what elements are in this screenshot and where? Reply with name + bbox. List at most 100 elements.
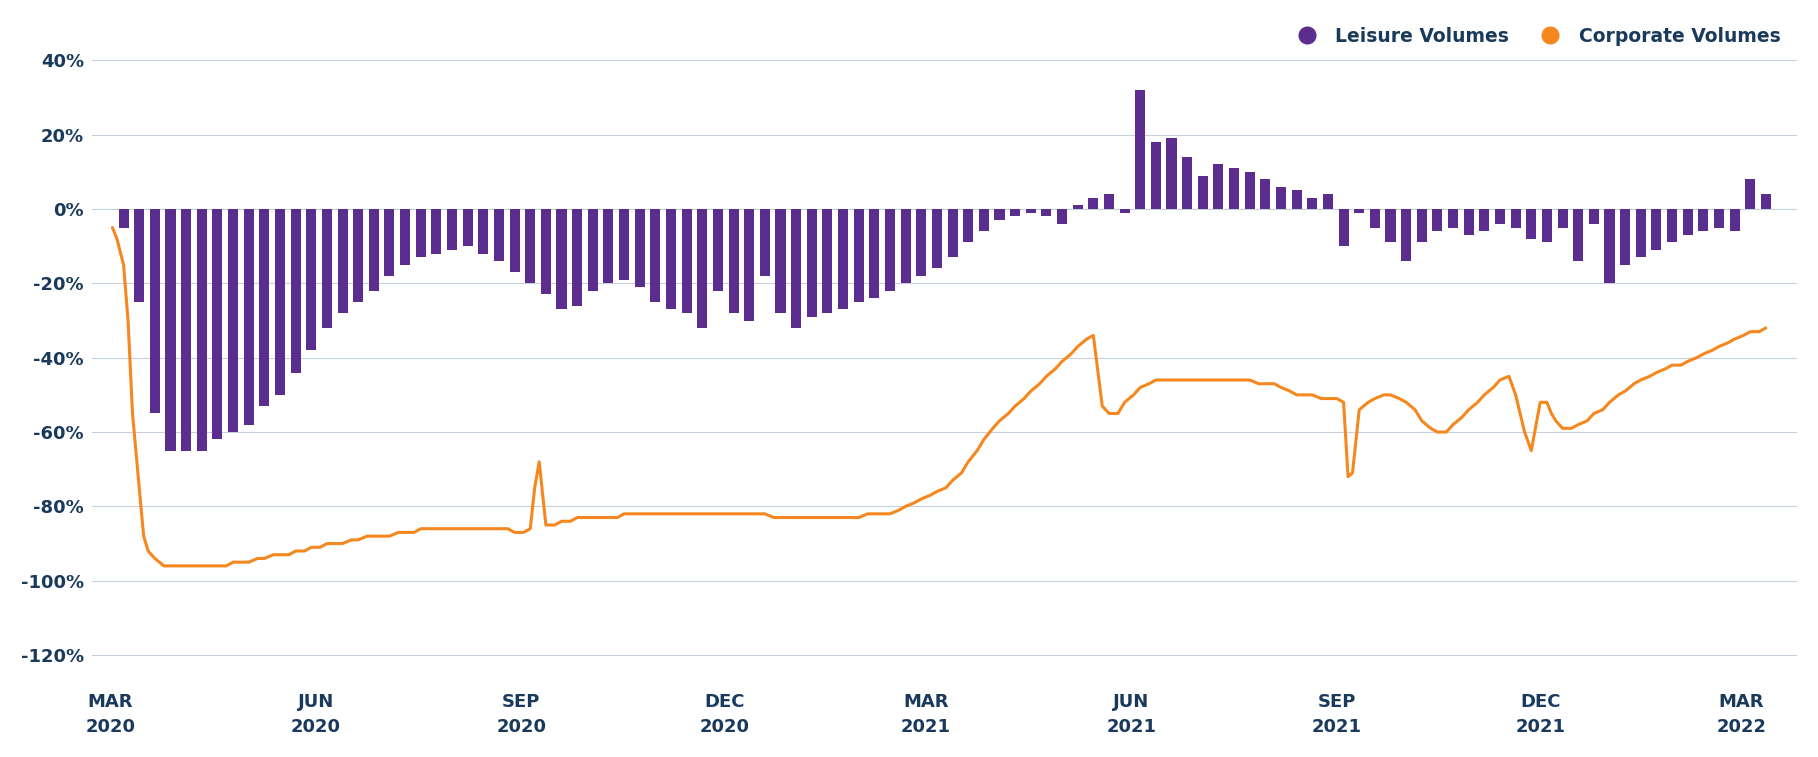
Bar: [509, 209, 520, 273]
Bar: [1667, 209, 1676, 242]
Bar: [1620, 209, 1631, 265]
Bar: [978, 209, 989, 232]
Bar: [1385, 209, 1396, 242]
Bar: [964, 209, 973, 242]
Bar: [1762, 194, 1771, 209]
Bar: [416, 209, 425, 257]
Bar: [1589, 209, 1598, 224]
Bar: [1433, 209, 1442, 232]
Bar: [1511, 209, 1520, 228]
Bar: [494, 209, 504, 261]
Bar: [1494, 209, 1505, 224]
Bar: [1714, 209, 1723, 228]
Bar: [822, 209, 833, 313]
Bar: [182, 209, 191, 450]
Bar: [1120, 209, 1129, 213]
Bar: [556, 209, 567, 310]
Bar: [1683, 209, 1693, 235]
Bar: [838, 209, 847, 310]
Bar: [1134, 90, 1145, 209]
Bar: [1369, 209, 1380, 228]
Bar: [540, 209, 551, 294]
Bar: [1416, 209, 1427, 242]
Bar: [1480, 209, 1489, 232]
Bar: [118, 209, 129, 228]
Bar: [1104, 194, 1114, 209]
Bar: [322, 209, 333, 328]
Bar: [713, 209, 724, 291]
Bar: [682, 209, 691, 313]
Bar: [604, 209, 613, 283]
Bar: [1698, 209, 1709, 232]
Bar: [291, 209, 300, 372]
Bar: [791, 209, 802, 328]
Bar: [1089, 198, 1098, 209]
Bar: [1073, 205, 1084, 209]
Bar: [213, 209, 222, 440]
Bar: [384, 209, 395, 276]
Bar: [525, 209, 534, 283]
Bar: [1245, 172, 1254, 209]
Bar: [900, 209, 911, 283]
Bar: [744, 209, 754, 320]
Bar: [1542, 209, 1553, 242]
Bar: [869, 209, 880, 298]
Bar: [1573, 209, 1583, 261]
Bar: [587, 209, 598, 291]
Bar: [1198, 176, 1207, 209]
Bar: [1402, 209, 1411, 261]
Bar: [1447, 209, 1458, 228]
Bar: [165, 209, 176, 450]
Bar: [462, 209, 473, 246]
Bar: [1354, 209, 1364, 213]
Bar: [305, 209, 316, 350]
Bar: [227, 209, 238, 432]
Bar: [573, 209, 582, 306]
Bar: [353, 209, 364, 302]
Bar: [1605, 209, 1614, 283]
Bar: [885, 209, 894, 291]
Bar: [1229, 168, 1240, 209]
Bar: [244, 209, 255, 425]
Bar: [447, 209, 456, 250]
Bar: [1558, 209, 1567, 228]
Bar: [1729, 209, 1740, 232]
Bar: [807, 209, 816, 316]
Bar: [698, 209, 707, 328]
Bar: [135, 209, 144, 302]
Bar: [400, 209, 411, 265]
Bar: [1291, 191, 1302, 209]
Bar: [275, 209, 285, 395]
Bar: [369, 209, 378, 291]
Bar: [1636, 209, 1645, 257]
Bar: [760, 209, 769, 276]
Bar: [1307, 198, 1318, 209]
Legend: Leisure Volumes, Corporate Volumes: Leisure Volumes, Corporate Volumes: [1282, 19, 1787, 53]
Bar: [1042, 209, 1051, 217]
Bar: [1182, 157, 1193, 209]
Bar: [776, 209, 785, 313]
Bar: [916, 209, 927, 276]
Bar: [1025, 209, 1036, 213]
Bar: [651, 209, 660, 302]
Bar: [1324, 194, 1333, 209]
Bar: [947, 209, 958, 257]
Bar: [431, 209, 442, 254]
Bar: [196, 209, 207, 450]
Bar: [634, 209, 645, 287]
Bar: [1260, 179, 1271, 209]
Bar: [1011, 209, 1020, 217]
Bar: [1151, 142, 1162, 209]
Bar: [1056, 209, 1067, 224]
Bar: [729, 209, 738, 313]
Bar: [1651, 209, 1662, 250]
Bar: [1527, 209, 1536, 238]
Bar: [1276, 187, 1285, 209]
Bar: [149, 209, 160, 413]
Bar: [1745, 179, 1754, 209]
Bar: [620, 209, 629, 279]
Bar: [1167, 139, 1176, 209]
Bar: [854, 209, 864, 302]
Bar: [933, 209, 942, 269]
Bar: [478, 209, 489, 254]
